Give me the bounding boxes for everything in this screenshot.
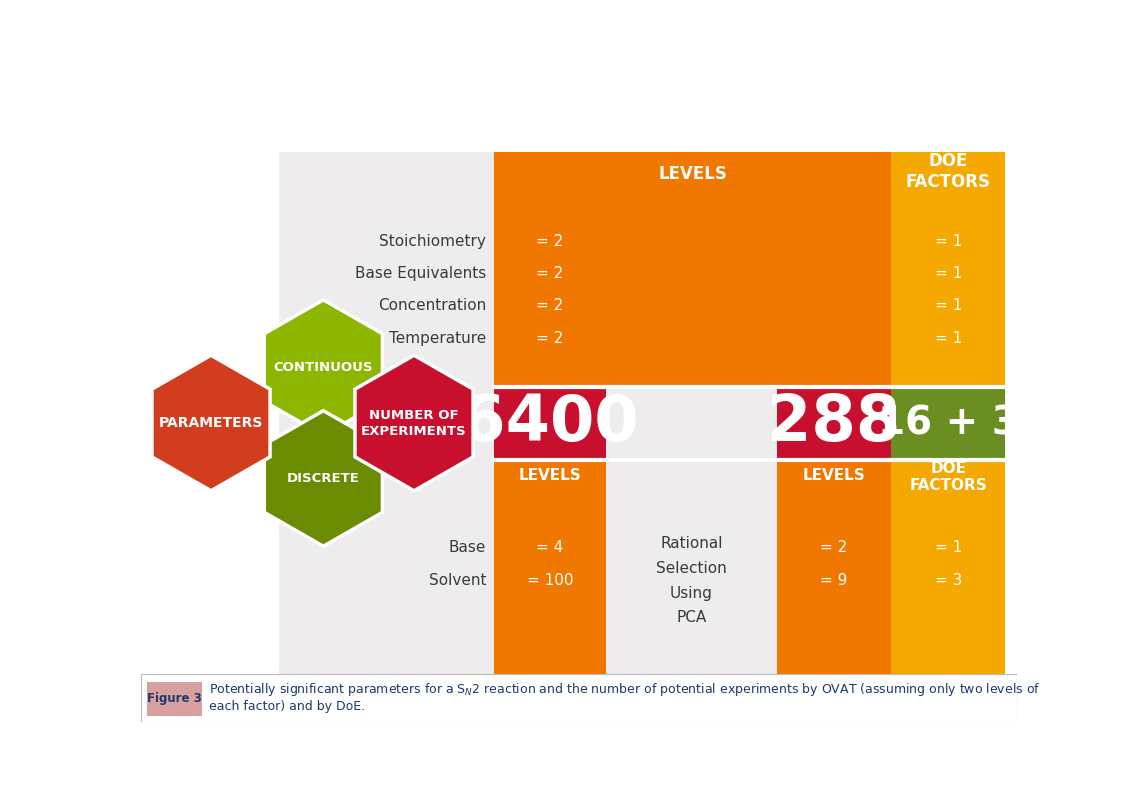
Text: Using: Using <box>670 586 713 601</box>
Text: PARAMETERS: PARAMETERS <box>159 416 263 430</box>
Text: = 2: = 2 <box>820 540 848 556</box>
Text: PCA: PCA <box>677 611 706 625</box>
Text: = 2: = 2 <box>537 331 564 345</box>
FancyBboxPatch shape <box>494 460 607 674</box>
Text: DOE
FACTORS: DOE FACTORS <box>910 461 988 493</box>
Text: Base: Base <box>449 540 486 556</box>
Text: = 9: = 9 <box>820 573 848 588</box>
FancyBboxPatch shape <box>494 387 607 460</box>
Polygon shape <box>264 300 382 436</box>
FancyBboxPatch shape <box>494 152 892 387</box>
Text: 16 + 3: 16 + 3 <box>878 405 1019 443</box>
Text: NUMBER OF
EXPERIMENTS: NUMBER OF EXPERIMENTS <box>362 409 467 437</box>
Text: = 1: = 1 <box>935 298 962 313</box>
Text: Stoichiometry: Stoichiometry <box>380 234 486 249</box>
Text: = 1: = 1 <box>935 540 962 556</box>
Text: = 3: = 3 <box>935 573 962 588</box>
Text: each factor) and by DoE.: each factor) and by DoE. <box>209 700 366 713</box>
Text: = 2: = 2 <box>537 234 564 249</box>
Text: = 2: = 2 <box>537 298 564 313</box>
Text: Solvent: Solvent <box>428 573 486 588</box>
Text: LEVELS: LEVELS <box>658 165 727 182</box>
Text: = 2: = 2 <box>537 266 564 281</box>
FancyBboxPatch shape <box>279 152 1006 674</box>
Text: DISCRETE: DISCRETE <box>287 472 359 485</box>
Text: = 4: = 4 <box>537 540 564 556</box>
Text: = 1: = 1 <box>935 331 962 345</box>
Text: DOE
FACTORS: DOE FACTORS <box>906 152 991 191</box>
Text: = 100: = 100 <box>527 573 573 588</box>
FancyBboxPatch shape <box>141 97 279 722</box>
FancyBboxPatch shape <box>892 387 1006 460</box>
Text: = 1: = 1 <box>935 266 962 281</box>
Text: Base Equivalents: Base Equivalents <box>355 266 486 281</box>
Text: Selection: Selection <box>657 561 727 576</box>
Text: = 1: = 1 <box>935 234 962 249</box>
Text: 6400: 6400 <box>461 393 638 454</box>
Text: Rational: Rational <box>660 536 723 551</box>
Text: Concentration: Concentration <box>377 298 486 313</box>
Text: LEVELS: LEVELS <box>802 468 866 483</box>
FancyBboxPatch shape <box>147 682 202 715</box>
FancyBboxPatch shape <box>776 460 892 674</box>
FancyBboxPatch shape <box>892 460 1006 674</box>
Text: CONTINUOUS: CONTINUOUS <box>273 361 373 374</box>
Polygon shape <box>355 355 473 491</box>
Text: Figure 3: Figure 3 <box>147 693 202 706</box>
Text: 288: 288 <box>767 393 901 454</box>
Text: LEVELS: LEVELS <box>519 468 582 483</box>
Polygon shape <box>151 355 270 491</box>
Polygon shape <box>264 410 382 547</box>
FancyBboxPatch shape <box>776 387 892 460</box>
FancyBboxPatch shape <box>141 674 1017 722</box>
Text: Potentially significant parameters for a S$_N$2 reaction and the number of poten: Potentially significant parameters for a… <box>209 681 1041 698</box>
Text: Temperature: Temperature <box>389 331 486 345</box>
FancyBboxPatch shape <box>892 152 1006 387</box>
